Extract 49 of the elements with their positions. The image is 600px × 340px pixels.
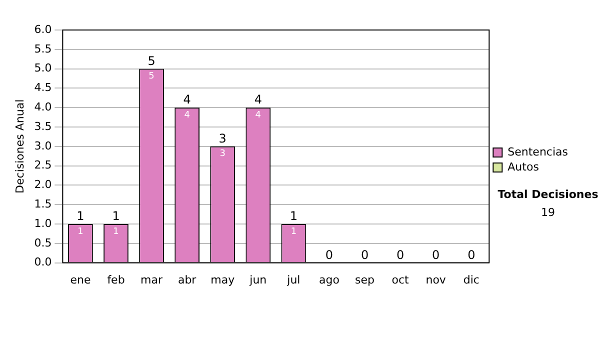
- total-label: 0: [325, 248, 334, 262]
- y-tick-label: 1.0: [34, 216, 52, 230]
- x-tick-label: ene: [70, 273, 91, 286]
- y-tick-label: 3.0: [34, 139, 52, 152]
- total-label: 1: [76, 209, 84, 224]
- x-tick-label: jul: [286, 273, 300, 286]
- y-tick-label: 2.0: [34, 178, 52, 192]
- total-label: 0: [360, 248, 369, 262]
- x-tick-label: ago: [319, 273, 340, 286]
- data-label: 1: [113, 226, 119, 237]
- x-tick-label: may: [210, 273, 236, 286]
- y-tick-label: 5.5: [34, 42, 52, 56]
- total-label: 3: [218, 132, 226, 146]
- x-tick-label: oct: [392, 273, 410, 286]
- y-tick-label: 0.0: [34, 256, 52, 269]
- legend-label: Autos: [508, 160, 540, 174]
- y-tick-label: 2.5: [34, 158, 52, 172]
- total-label: 5: [148, 54, 156, 68]
- data-label: 4: [255, 110, 262, 120]
- x-tick-label: feb: [107, 273, 125, 286]
- y-axis-title: Decisiones Anual: [13, 99, 26, 194]
- x-tick-label: abr: [178, 273, 197, 286]
- data-label: 5: [148, 72, 154, 82]
- data-label: 3: [220, 149, 226, 160]
- y-tick-label: 5.0: [34, 62, 52, 75]
- total-label: 4: [254, 92, 262, 107]
- x-tick-label: dic: [463, 273, 480, 286]
- total-label: 0: [468, 248, 476, 262]
- data-label: 1: [78, 226, 84, 237]
- total-label: 0: [432, 248, 440, 262]
- x-tick-label: jun: [248, 273, 267, 286]
- y-tick-label: 4.0: [34, 100, 52, 114]
- total-label: 1: [112, 209, 120, 224]
- y-tick-label: 6.0: [34, 22, 52, 36]
- text: 19: [541, 206, 555, 219]
- legend-label: Sentencias: [508, 145, 568, 158]
- x-tick-label: mar: [140, 273, 164, 286]
- total-label: 0: [396, 248, 404, 262]
- data-label: 4: [184, 110, 190, 120]
- total-label: 4: [183, 92, 191, 107]
- y-tick-label: 1.5: [34, 197, 52, 210]
- text: Total Decisiones: [498, 188, 599, 201]
- data-label: 1: [290, 226, 297, 237]
- y-tick-label: 4.5: [34, 81, 52, 94]
- x-tick-label: nov: [426, 273, 446, 286]
- x-tick-label: sep: [355, 273, 375, 286]
- y-tick-label: 0.5: [34, 236, 52, 250]
- total-label: 1: [290, 209, 298, 224]
- y-tick-label: 3.5: [34, 120, 52, 133]
